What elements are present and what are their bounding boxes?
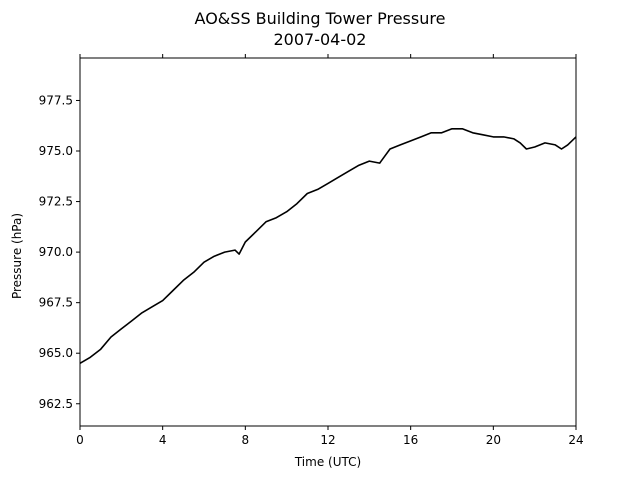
x-tick-label: 4 [159,433,167,447]
x-tick-label: 12 [320,433,335,447]
y-tick-label: 965.0 [39,346,73,360]
x-tick-label: 20 [486,433,501,447]
chart-title: AO&SS Building Tower Pressure [195,9,446,28]
x-axis-label: Time (UTC) [294,455,361,469]
series-line-0 [79,128,577,364]
axis-ticks: 0 4 8 12 16 20 24 962.5 965.0 967.5 970.0 972.5 975.… [39,54,584,447]
y-tick-label: 975.0 [39,144,73,158]
plot-frame [79,57,577,427]
y-tick-label: 970.0 [39,245,73,259]
x-tick-label: 8 [242,433,250,447]
y-tick-label: 967.5 [39,296,73,310]
y-axis-label: Pressure (hPa) [10,213,24,299]
x-tick-label: 16 [403,433,418,447]
y-tick-label: 972.5 [39,195,73,209]
y-tick-label: 962.5 [39,397,73,411]
x-tick-label: 24 [568,433,583,447]
x-tick-label: 0 [76,433,84,447]
y-tick-label: 977.5 [39,93,73,107]
chart-subtitle: 2007-04-02 [274,30,367,49]
series-group [79,128,577,364]
